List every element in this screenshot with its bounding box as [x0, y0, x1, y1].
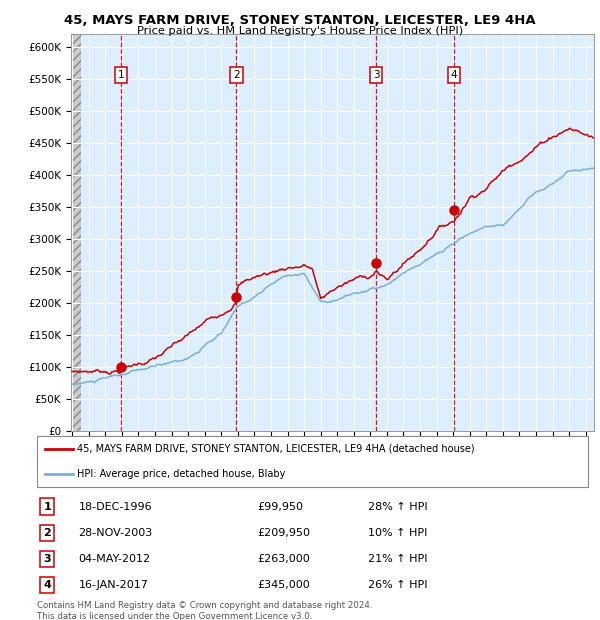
Text: £345,000: £345,000 [257, 580, 310, 590]
Text: £99,950: £99,950 [257, 502, 304, 512]
Text: 26% ↑ HPI: 26% ↑ HPI [368, 580, 427, 590]
Text: 45, MAYS FARM DRIVE, STONEY STANTON, LEICESTER, LE9 4HA: 45, MAYS FARM DRIVE, STONEY STANTON, LEI… [64, 14, 536, 27]
Text: 2: 2 [43, 528, 51, 538]
Text: 16-JAN-2017: 16-JAN-2017 [79, 580, 148, 590]
Text: Contains HM Land Registry data © Crown copyright and database right 2024.
This d: Contains HM Land Registry data © Crown c… [37, 601, 373, 620]
Text: 45, MAYS FARM DRIVE, STONEY STANTON, LEICESTER, LE9 4HA (detached house): 45, MAYS FARM DRIVE, STONEY STANTON, LEI… [77, 443, 475, 454]
Text: 1: 1 [118, 70, 124, 80]
Text: 4: 4 [451, 70, 457, 80]
FancyBboxPatch shape [37, 436, 588, 487]
Text: 28% ↑ HPI: 28% ↑ HPI [368, 502, 427, 512]
Text: 3: 3 [43, 554, 51, 564]
Text: 18-DEC-1996: 18-DEC-1996 [79, 502, 152, 512]
Text: Price paid vs. HM Land Registry's House Price Index (HPI): Price paid vs. HM Land Registry's House … [137, 26, 463, 36]
Text: £209,950: £209,950 [257, 528, 311, 538]
Bar [71, 34, 81, 431]
Text: 04-MAY-2012: 04-MAY-2012 [79, 554, 151, 564]
Text: 1: 1 [43, 502, 51, 512]
Text: 10% ↑ HPI: 10% ↑ HPI [368, 528, 427, 538]
Text: 2: 2 [233, 70, 239, 80]
Text: £263,000: £263,000 [257, 554, 310, 564]
Text: 28-NOV-2003: 28-NOV-2003 [79, 528, 153, 538]
Text: 4: 4 [43, 580, 51, 590]
Text: HPI: Average price, detached house, Blaby: HPI: Average price, detached house, Blab… [77, 469, 285, 479]
Text: 21% ↑ HPI: 21% ↑ HPI [368, 554, 427, 564]
Text: 3: 3 [373, 70, 379, 80]
